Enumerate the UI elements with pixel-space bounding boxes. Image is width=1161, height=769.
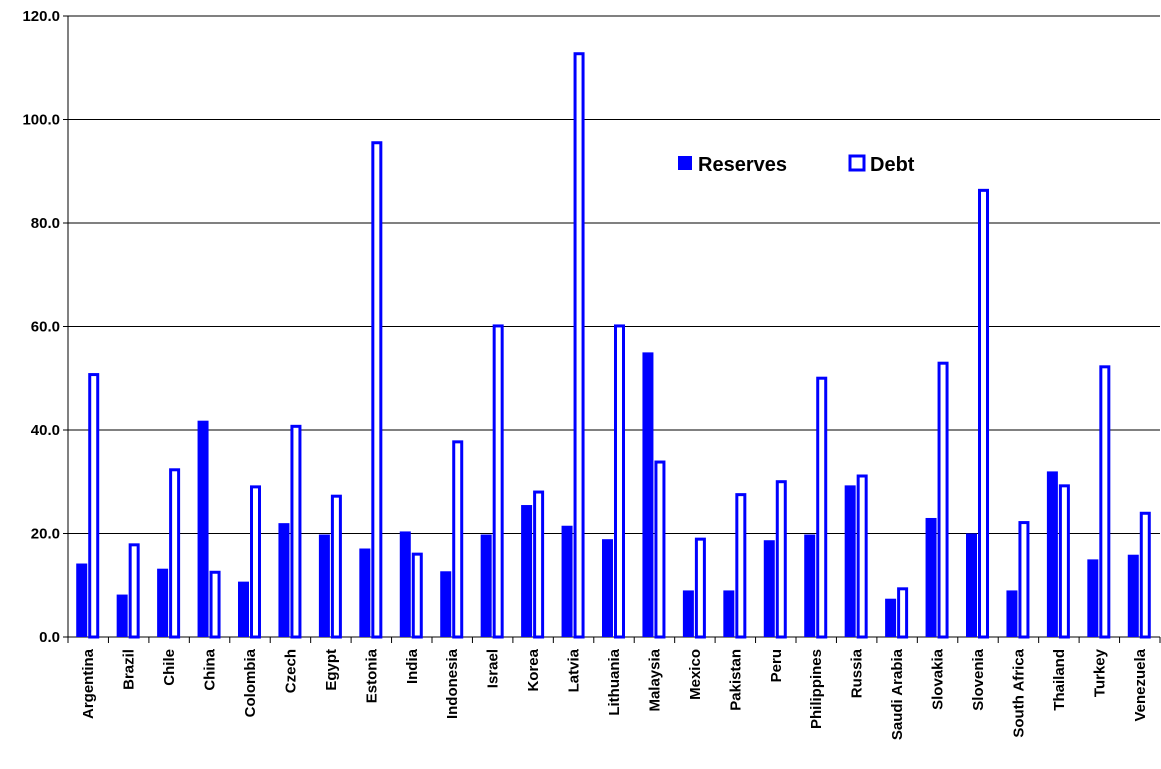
x-category-label: Argentina xyxy=(80,648,97,719)
x-category-label: Korea xyxy=(525,648,542,691)
bar-debt-colombia xyxy=(250,485,261,639)
bar-debt-saudi-arabia xyxy=(897,587,909,639)
bar-reserves-chile xyxy=(157,568,169,637)
bar-reserves-venezuela xyxy=(1127,554,1139,637)
bar-reserves-malaysia xyxy=(642,352,654,637)
x-category-label: Turkey xyxy=(1091,648,1108,697)
x-category-label: Lithuania xyxy=(606,648,623,715)
x-category-label: Peru xyxy=(768,649,785,682)
bar-debt-thailand xyxy=(1058,484,1070,639)
bar-debt-philippines xyxy=(816,376,828,639)
bar-debt-korea xyxy=(533,490,545,639)
x-category-label: Chile xyxy=(161,649,178,686)
bar-reserves-peru xyxy=(763,540,775,637)
y-tick-labels: 0.0 20.0 40.0 60.0 80.0 100.0 120.0 xyxy=(22,8,60,646)
bar-reserves-south-africa xyxy=(1006,590,1018,637)
y-tick-label: 120.0 xyxy=(22,8,60,25)
x-category-labels: Argentina Brazil Chile China Colombia Czech Eg… xyxy=(80,648,1149,740)
bar-reserves-estonia xyxy=(359,548,371,637)
x-category-label: Slovenia xyxy=(970,648,987,710)
bar-reserves-egypt xyxy=(318,534,330,637)
bar-reserves-colombia xyxy=(238,581,249,637)
x-category-label: Latvia xyxy=(566,648,583,692)
y-tick-label: 20.0 xyxy=(31,526,60,543)
bar-debt-czech xyxy=(290,424,302,639)
legend: Reserves Debt xyxy=(678,154,915,176)
bar-reserves-china xyxy=(197,420,209,637)
y-tick-label: 100.0 xyxy=(22,112,60,129)
bar-debt-malaysia xyxy=(654,460,666,639)
bar-reserves-slovakia xyxy=(925,517,937,637)
x-category-label: Brazil xyxy=(121,649,138,690)
x-category-label: Colombia xyxy=(242,648,259,717)
bar-reserves-lithuania xyxy=(602,539,613,637)
x-category-label: Malaysia xyxy=(646,648,663,711)
bar-debt-israel xyxy=(492,324,504,639)
y-tick-label: 0.0 xyxy=(39,629,60,646)
legend-swatch-debt xyxy=(848,154,866,172)
bar-debt-pakistan xyxy=(735,493,747,639)
x-category-label: Pakistan xyxy=(727,649,744,711)
bar-debt-peru xyxy=(775,480,787,639)
bar-reserves-latvia xyxy=(561,525,573,637)
x-category-label: Egypt xyxy=(323,649,340,691)
bar-reserves-india xyxy=(399,531,411,637)
bar-debt-china xyxy=(209,570,221,639)
bar-debt-india xyxy=(411,552,423,639)
bar-debt-russia xyxy=(856,474,868,639)
bar-reserves-indonesia xyxy=(440,571,452,637)
bar-reserves-slovenia xyxy=(966,533,977,637)
bar-reserves-pakistan xyxy=(723,590,735,637)
x-category-label: Indonesia xyxy=(444,648,461,719)
bar-debt-egypt xyxy=(330,494,342,639)
x-category-label: Slovakia xyxy=(930,648,947,710)
x-category-label: India xyxy=(404,648,421,684)
bar-reserves-israel xyxy=(480,534,492,637)
bar-reserves-mexico xyxy=(682,590,694,637)
bar-debt-argentina xyxy=(88,373,100,639)
bar-debt-turkey xyxy=(1099,365,1111,639)
bar-debt-slovakia xyxy=(937,361,949,639)
x-category-label: Saudi Arabia xyxy=(889,648,906,740)
bar-reserves-turkey xyxy=(1087,559,1099,637)
x-category-label: China xyxy=(202,648,219,690)
bar-debt-south-africa xyxy=(1018,521,1030,639)
legend-label-reserves: Reserves xyxy=(698,154,787,176)
bars xyxy=(76,52,1151,639)
x-category-label: Thailand xyxy=(1051,649,1068,711)
bar-debt-mexico xyxy=(694,537,706,639)
bar-reserves-thailand xyxy=(1046,471,1058,637)
bar-debt-indonesia xyxy=(452,440,464,639)
x-category-label: Israel xyxy=(485,649,502,688)
bar-reserves-saudi-arabia xyxy=(885,598,897,637)
x-category-label: South Africa xyxy=(1010,648,1027,737)
x-category-label: Venezuela xyxy=(1132,648,1149,721)
bar-debt-slovenia xyxy=(978,188,989,639)
bar-reserves-korea xyxy=(521,505,533,637)
x-category-label: Czech xyxy=(282,649,299,693)
x-category-label: Philippines xyxy=(808,649,825,729)
bar-debt-lithuania xyxy=(614,324,625,639)
bar-debt-chile xyxy=(169,468,181,639)
bar-debt-brazil xyxy=(128,543,140,639)
bar-debt-venezuela xyxy=(1139,511,1151,639)
x-category-label: Estonia xyxy=(363,648,380,703)
bar-reserves-czech xyxy=(278,523,290,637)
bar-reserves-argentina xyxy=(76,563,88,637)
x-category-label: Mexico xyxy=(687,649,704,700)
y-tick-label: 40.0 xyxy=(31,422,60,439)
y-tick-label: 60.0 xyxy=(31,319,60,336)
legend-label-debt: Debt xyxy=(870,154,915,176)
legend-swatch-reserves xyxy=(678,156,692,170)
bar-reserves-brazil xyxy=(116,594,128,637)
bar-debt-latvia xyxy=(573,52,585,639)
bar-reserves-philippines xyxy=(804,534,816,637)
bar-reserves-russia xyxy=(844,485,856,637)
y-tick-label: 80.0 xyxy=(31,215,60,232)
x-category-label: Russia xyxy=(849,648,866,698)
bar-debt-estonia xyxy=(371,141,383,639)
